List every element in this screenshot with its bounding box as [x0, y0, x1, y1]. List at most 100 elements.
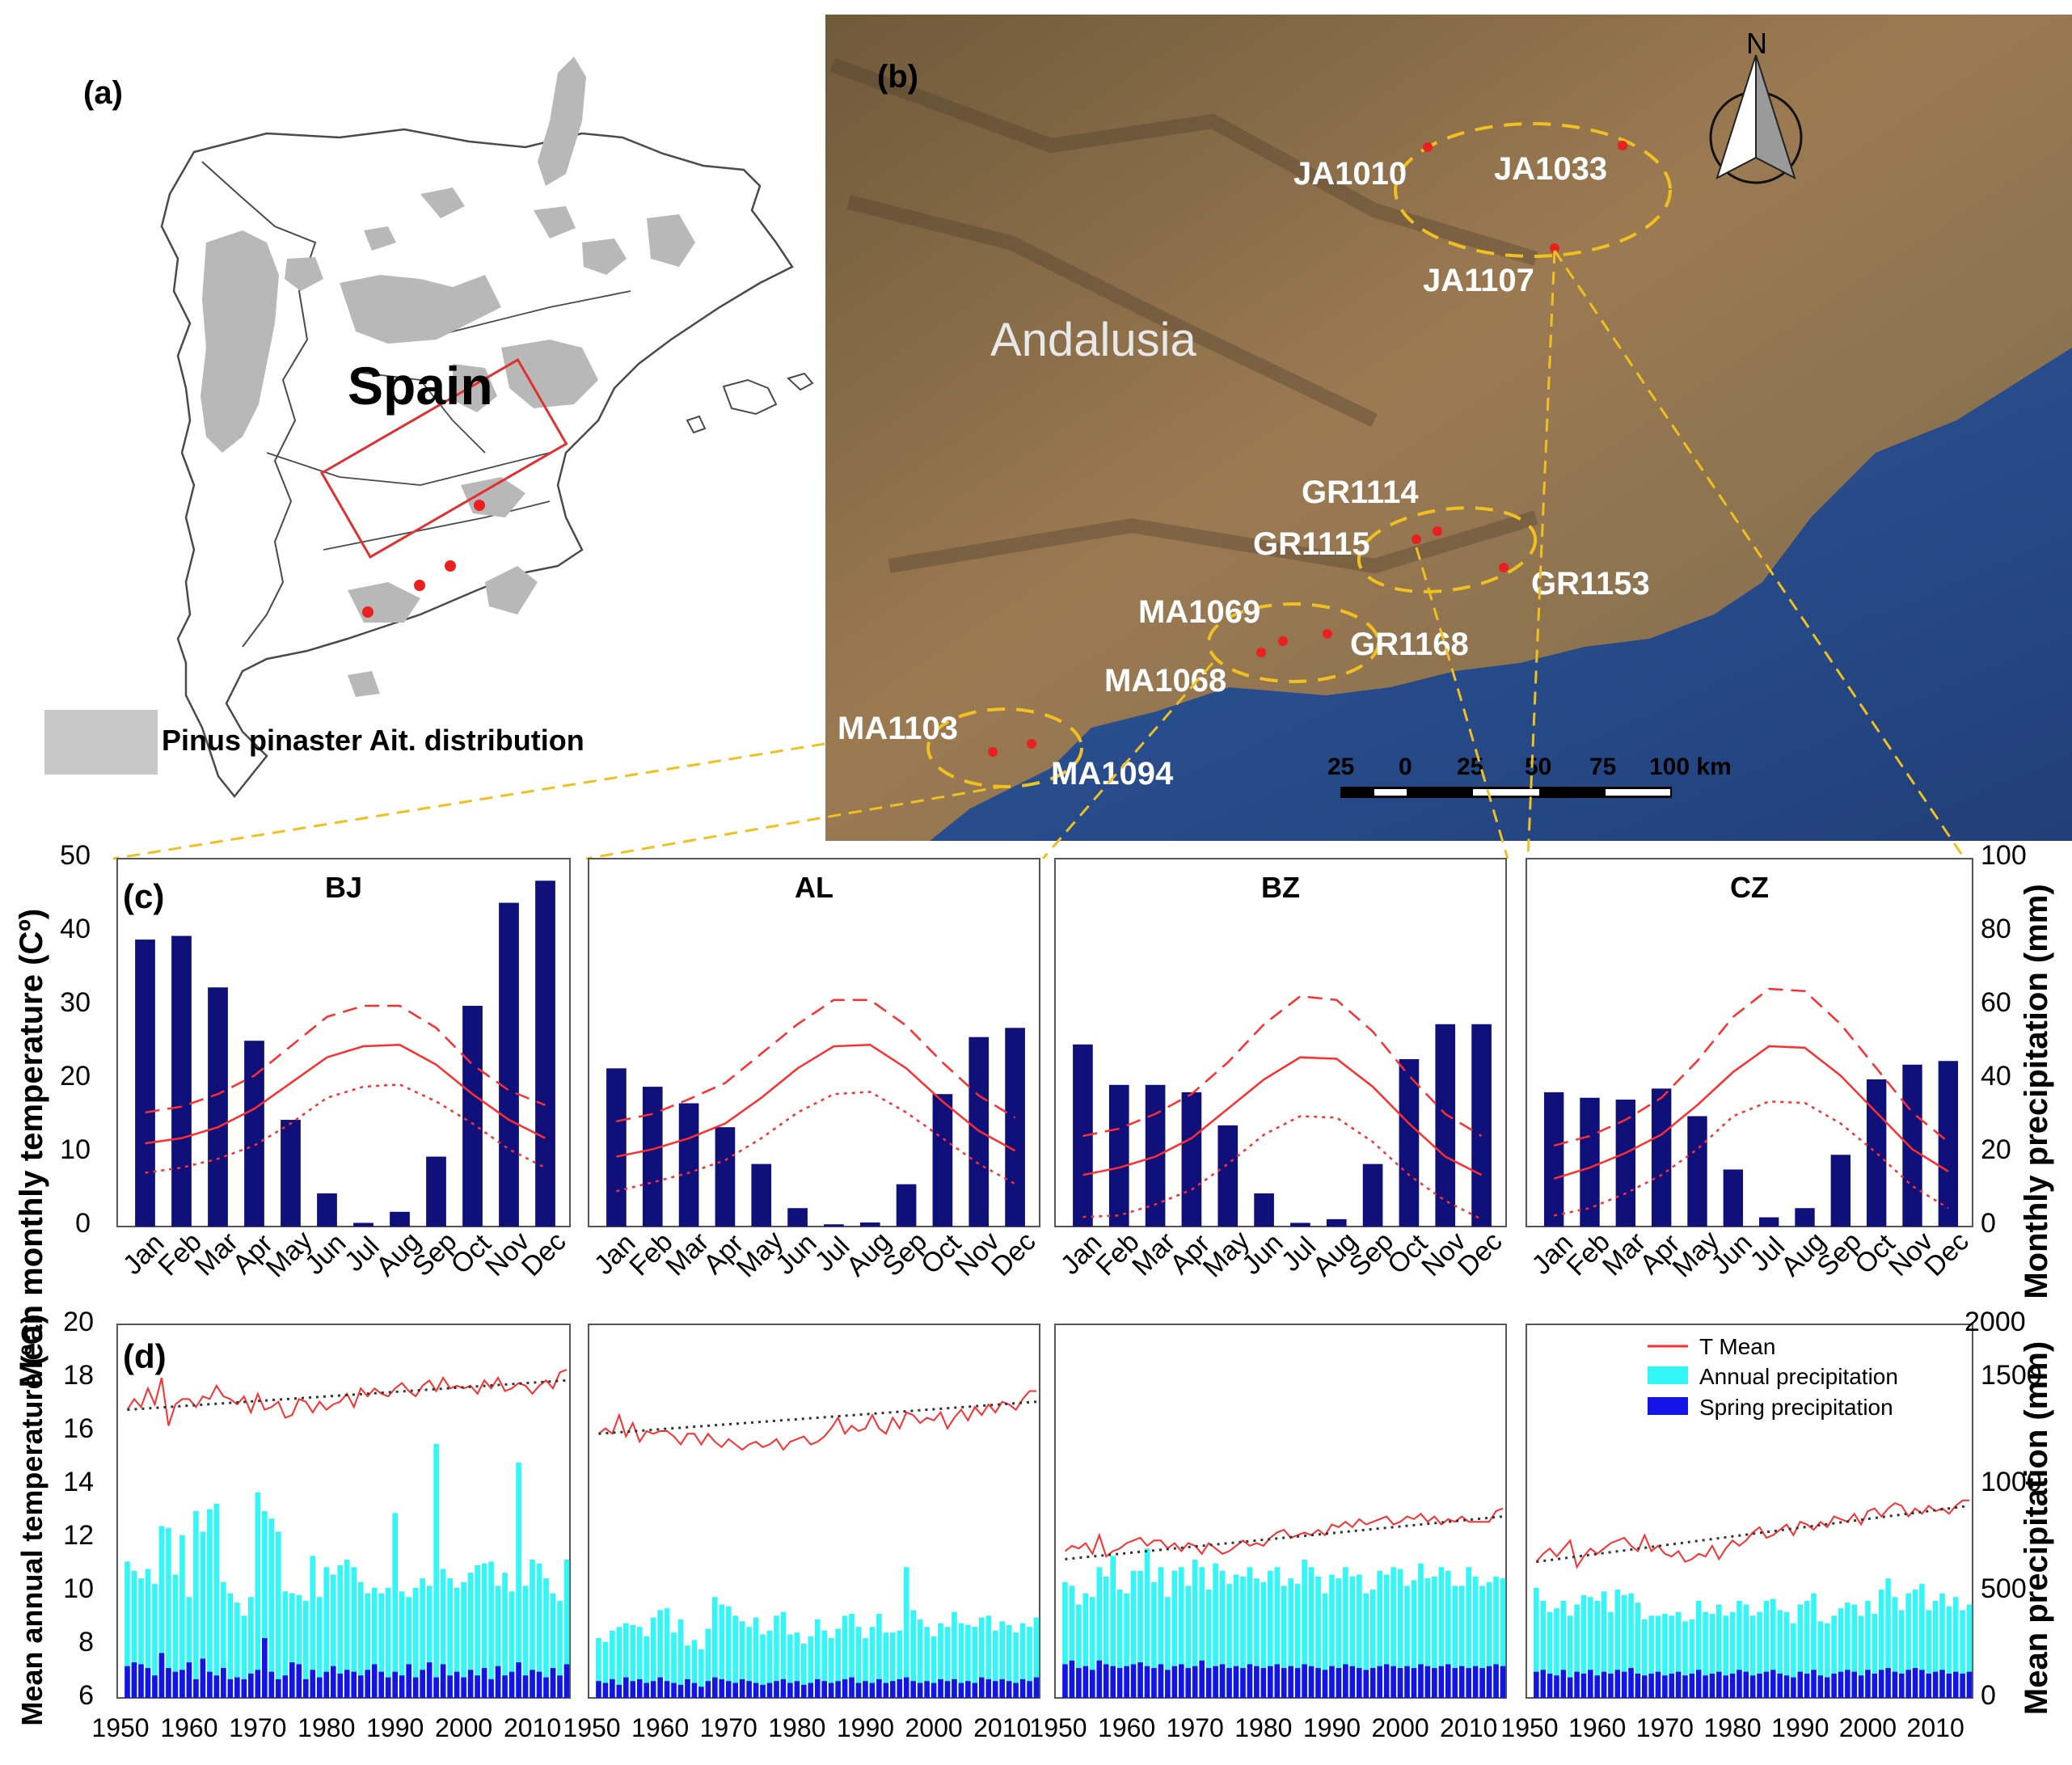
- annual-precip-bar: [1466, 1567, 1471, 1698]
- annual-precip-bar: [1411, 1580, 1417, 1698]
- annual-precip-bar: [1349, 1576, 1356, 1698]
- legend-spring-swatch: [1648, 1397, 1688, 1415]
- annual-precip-bar: [1608, 1611, 1614, 1698]
- annual-precip-bar: [1662, 1614, 1668, 1698]
- spring-precip-bar: [1594, 1675, 1600, 1698]
- annual-precip-bar: [1946, 1606, 1952, 1698]
- pinus-distribution: [200, 57, 695, 697]
- annual-precip-bar: [869, 1627, 876, 1698]
- panel-c-label: (c): [123, 877, 164, 915]
- spring-precip-bar: [1369, 1668, 1376, 1698]
- spring-precip-bar: [1027, 1681, 1032, 1698]
- annual-precip-bar: [1749, 1615, 1756, 1698]
- spring-precip-bar: [1797, 1671, 1804, 1698]
- spring-precip-bar: [1418, 1664, 1424, 1698]
- panel-d-annual-series: 1950 1960 1970 1980 1990 2000 2010 1950 1960 1970…: [91, 1324, 1973, 1742]
- annual-precip-bar: [440, 1569, 446, 1698]
- panel-title: BJ: [325, 871, 362, 904]
- spring-precip-bar: [454, 1671, 460, 1698]
- spring-precip-bar: [1213, 1666, 1218, 1698]
- annual-precip-bar: [1124, 1593, 1129, 1698]
- year-tick: 1980: [1234, 1713, 1292, 1742]
- annual-precip-bar: [1892, 1597, 1898, 1698]
- annual-precip-bar: [1377, 1570, 1382, 1698]
- spring-precip-bar: [1547, 1673, 1553, 1698]
- precip-bar: [535, 880, 555, 1227]
- spring-precip-bar: [447, 1675, 453, 1698]
- annual-precip-bar: [1777, 1610, 1783, 1698]
- annual-precip-bar: [883, 1632, 889, 1698]
- spring-precip-bar: [522, 1675, 529, 1698]
- annual-precip-bar: [563, 1560, 570, 1698]
- panel-b-label: (b): [877, 59, 918, 95]
- annual-precip-bar: [522, 1586, 529, 1698]
- month-tick: Dec: [516, 1226, 572, 1282]
- precip-bar: [1651, 1088, 1672, 1227]
- annual-precip-bar: [1628, 1593, 1634, 1698]
- annual-precip-bar: [890, 1632, 896, 1698]
- annual-precip-bar: [1669, 1615, 1675, 1698]
- spring-precip-bar: [516, 1662, 521, 1698]
- spring-precip-bar: [1357, 1668, 1362, 1698]
- spring-precip-bar: [1110, 1666, 1116, 1698]
- annual-precip-bar: [1885, 1578, 1891, 1698]
- spring-precip-bar: [1642, 1675, 1648, 1698]
- spring-precip-bar: [1130, 1664, 1137, 1698]
- annual-precip-bar: [1763, 1600, 1770, 1698]
- year-tick: 2000: [435, 1713, 492, 1742]
- region-borders: [266, 290, 631, 551]
- annual-precip-bar: [1171, 1570, 1178, 1698]
- plot-frame: [116, 1324, 571, 1699]
- annual-precip-bar: [1281, 1586, 1287, 1698]
- t-max-line: [145, 1004, 546, 1114]
- annual-precip-bar: [842, 1615, 848, 1698]
- annual-precip-bar: [1695, 1600, 1702, 1698]
- balearic-islands: [686, 372, 814, 434]
- annual-precip-bar: [357, 1581, 364, 1698]
- annual-precip-bar: [371, 1587, 378, 1698]
- spring-precip-bar: [1302, 1664, 1307, 1698]
- precip-bar: [1254, 1193, 1274, 1227]
- scale-tick: 75: [1589, 754, 1616, 780]
- year-tick: 1950: [563, 1713, 620, 1742]
- annual-precip-bar: [1438, 1567, 1445, 1698]
- scale-tick: 50: [1525, 754, 1551, 780]
- annual-precip-bar: [248, 1597, 254, 1698]
- annual-precip-bar: [1445, 1570, 1451, 1698]
- precip-bar: [1005, 1028, 1025, 1227]
- panel-c-climate-diagrams: BJJanFebMarAprMayJunJulAugSepOctNovDecAL…: [116, 858, 1975, 1283]
- annual-precip-bar: [1601, 1591, 1607, 1698]
- annual-precip-bar: [698, 1649, 704, 1698]
- spring-precip-bar: [530, 1670, 535, 1698]
- annual-precip-bar: [787, 1634, 793, 1698]
- mediterranean-sea: [930, 348, 2072, 841]
- annual-precip-bar: [1308, 1567, 1315, 1698]
- spring-precip-bar: [616, 1684, 622, 1698]
- precip-bar: [824, 1224, 844, 1227]
- spring-precip-bar: [1493, 1664, 1499, 1698]
- t-mean-line: [1553, 1045, 1949, 1180]
- trend-line: [1065, 1515, 1504, 1560]
- axis-tick: 1000: [1981, 1467, 2042, 1497]
- t-max-line: [1553, 987, 1949, 1147]
- annual-precip-bar: [999, 1621, 1005, 1698]
- precip-bar: [751, 1163, 772, 1227]
- annual-precip-bar: [739, 1621, 745, 1698]
- precip-bar: [390, 1211, 410, 1227]
- precip-bar: [426, 1156, 446, 1227]
- annual-precip-bar: [1369, 1590, 1376, 1698]
- annual-precip-bar: [268, 1518, 275, 1698]
- panel-d-right-ticks: 0 500 1000 1500 2000: [1964, 1307, 2042, 1711]
- year-tick: 1960: [160, 1713, 217, 1742]
- annual-precip-bar: [145, 1569, 151, 1698]
- year-tick: 1970: [1636, 1713, 1694, 1742]
- spring-precip-bar: [801, 1684, 807, 1698]
- spring-precip-bar: [1308, 1666, 1315, 1698]
- spring-precip-bar: [406, 1664, 411, 1698]
- spring-precip-bar: [1723, 1675, 1728, 1698]
- spring-precip-bar: [1165, 1670, 1171, 1698]
- precip-bar: [1687, 1116, 1707, 1227]
- annual-precip-bar: [766, 1630, 773, 1698]
- annual-precip-bar: [1534, 1587, 1539, 1698]
- spring-precip-bar: [938, 1678, 943, 1698]
